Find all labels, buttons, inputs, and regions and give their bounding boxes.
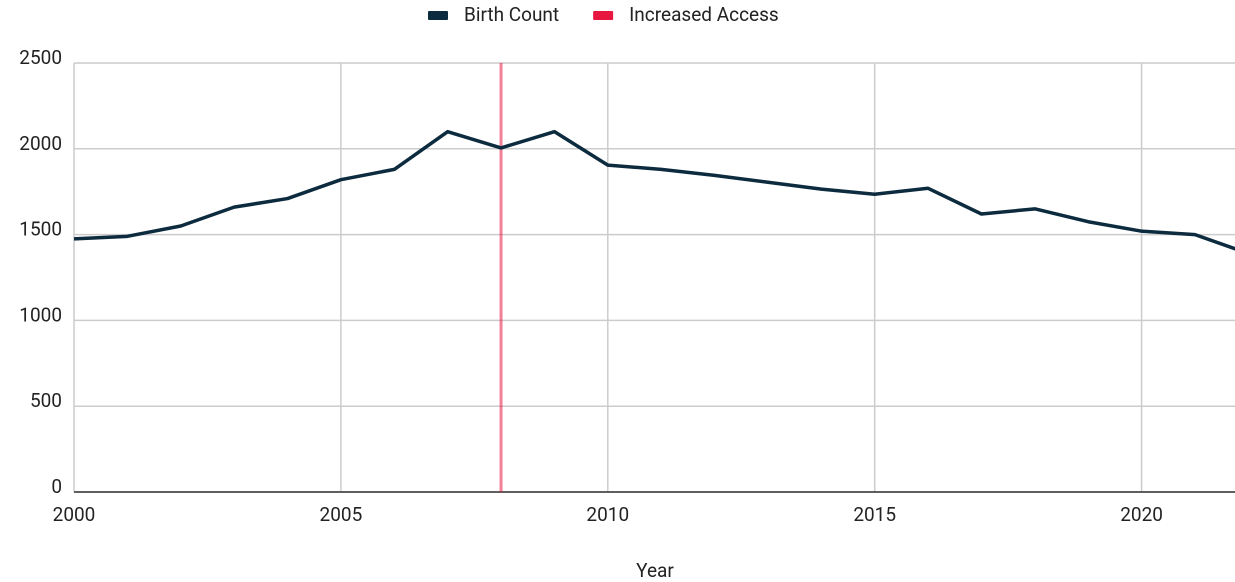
- y-tick-label: 1000: [19, 303, 62, 326]
- legend-swatch: [428, 11, 448, 20]
- y-tick-label: 2500: [19, 46, 62, 69]
- x-tick-label: 2015: [853, 503, 896, 526]
- x-axis-label: Year: [636, 559, 674, 582]
- x-tick-label: 2000: [53, 503, 96, 526]
- plot-area: [74, 63, 1235, 492]
- legend-swatch: [593, 11, 614, 20]
- x-tick-label: 2020: [1120, 503, 1163, 526]
- legend-label: Birth Count: [464, 3, 559, 26]
- data-line: [74, 129, 1235, 251]
- legend-label: Increased Access: [629, 3, 779, 26]
- y-tick-label: 1500: [19, 218, 62, 241]
- x-tick-label: 2010: [586, 503, 629, 526]
- y-tick-label: 500: [30, 389, 62, 412]
- y-tick-label: 0: [51, 475, 62, 498]
- y-tick-label: 2000: [19, 132, 62, 155]
- x-tick-label: 2005: [320, 503, 363, 526]
